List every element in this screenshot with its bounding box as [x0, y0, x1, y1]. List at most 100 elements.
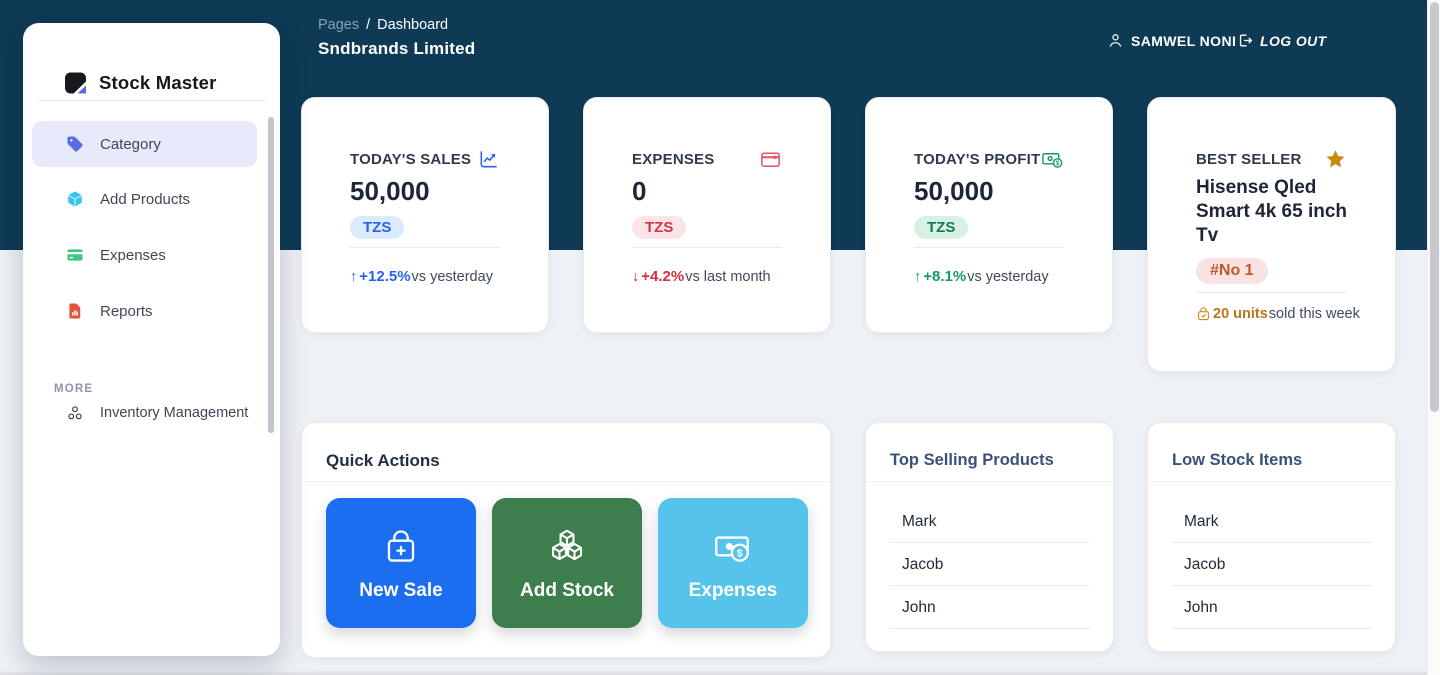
- best-seller-product: Hisense Qled Smart 4k 65 inch Tv: [1196, 177, 1348, 246]
- logout-label: LOG OUT: [1260, 32, 1327, 49]
- stat-title: TODAY'S SALES: [350, 150, 472, 168]
- divider: [632, 247, 782, 248]
- stat-card-todays-profit: TODAY'S PROFIT $ 50,000 TZS ↑ +8.1% vs yes…: [865, 97, 1113, 333]
- list-item: Jacob: [902, 556, 944, 573]
- divider: [1172, 628, 1372, 629]
- breadcrumb-section[interactable]: Pages: [318, 17, 360, 33]
- cubes-icon: [544, 525, 590, 571]
- bag-plus-icon: [378, 525, 424, 571]
- divider: [866, 481, 1113, 482]
- rank-badge: #No 1: [1196, 258, 1268, 284]
- bottom-edge: [0, 670, 1427, 675]
- change-percent: +8.1%: [923, 268, 967, 285]
- best-seller-title: BEST SELLER: [1196, 150, 1302, 168]
- svg-text:$: $: [737, 548, 743, 559]
- stat-card-expenses: EXPENSES 0 TZS ↓ +4.2% vs last month: [583, 97, 831, 333]
- page-scrollbar-thumb[interactable]: [1430, 2, 1439, 412]
- top-selling-products-card: Top Selling Products Mark Jacob John: [865, 422, 1114, 652]
- list-item: John: [1184, 599, 1218, 616]
- sidebar-divider: [37, 100, 266, 101]
- sidebar-item-category[interactable]: Category: [32, 121, 257, 167]
- list-item: Mark: [1184, 513, 1219, 530]
- sidebar-item-expenses[interactable]: Expenses: [32, 232, 257, 278]
- breadcrumb-page[interactable]: Dashboard: [377, 17, 449, 33]
- credit-card-icon: [66, 246, 84, 264]
- change-compare: vs yesterday: [967, 269, 1049, 285]
- stat-value: 50,000: [350, 176, 430, 206]
- units-note: sold this week: [1268, 306, 1360, 322]
- sidebar-item-label: Reports: [100, 302, 153, 320]
- quick-action-label: Add Stock: [520, 579, 614, 601]
- sidebar-item-label: Expenses: [100, 246, 166, 264]
- up-arrow-icon: ↑: [350, 269, 358, 285]
- app-logo-icon: [63, 70, 89, 96]
- page-scrollbar[interactable]: [1427, 0, 1440, 675]
- inventory-icon: [66, 404, 84, 422]
- breadcrumb: Pages / Dashboard: [318, 17, 448, 33]
- divider: [1196, 292, 1347, 293]
- units-count: 20 units: [1213, 306, 1268, 322]
- low-stock-title: Low Stock Items: [1172, 451, 1303, 469]
- down-arrow-icon: ↓: [632, 269, 640, 285]
- app-logo: Stock Master: [63, 70, 217, 96]
- sidebar-item-inventory-management[interactable]: Inventory Management: [32, 390, 257, 436]
- up-arrow-icon: ↑: [914, 269, 922, 285]
- stat-value: 0: [632, 176, 647, 206]
- logout-icon: [1237, 32, 1254, 49]
- person-icon: [1107, 32, 1124, 49]
- change-percent: +4.2%: [641, 268, 685, 285]
- divider: [890, 628, 1090, 629]
- app-title: Stock Master: [99, 72, 217, 93]
- money-icon: $: [1041, 148, 1064, 171]
- divider: [302, 481, 830, 482]
- sidebar-section-more: MORE: [54, 383, 94, 395]
- divider: [1172, 542, 1372, 543]
- quick-action-label: Expenses: [688, 579, 778, 601]
- list-item: Mark: [902, 513, 937, 530]
- list-item: Jacob: [1184, 556, 1226, 573]
- stat-change: ↓ +4.2% vs last month: [632, 268, 771, 285]
- chart-increasing-icon: [477, 148, 500, 171]
- stat-card-todays-sales: TODAY'S SALES 50,000 TZS ↑ +12.5% vs yeste…: [301, 97, 549, 333]
- star-icon: [1324, 148, 1347, 171]
- divider: [1148, 481, 1395, 482]
- logout-button[interactable]: LOG OUT: [1237, 32, 1327, 49]
- stat-change: ↑ +12.5% vs yesterday: [350, 268, 493, 285]
- new-sale-button[interactable]: New Sale: [326, 498, 476, 628]
- add-stock-button[interactable]: Add Stock: [492, 498, 642, 628]
- banknote-icon: $: [710, 525, 756, 571]
- user-menu[interactable]: SAMWEL NONI: [1107, 32, 1236, 49]
- divider: [914, 247, 1064, 248]
- best-seller-card: BEST SELLER Hisense Qled Smart 4k 65 inc…: [1147, 97, 1396, 372]
- cube-icon: [66, 190, 84, 208]
- change-percent: +12.5%: [359, 268, 411, 285]
- currency-badge: TZS: [632, 216, 687, 239]
- quick-actions-card: Quick Actions New Sale Add Stock: [301, 422, 831, 658]
- tag-icon: [66, 135, 84, 153]
- divider: [890, 542, 1090, 543]
- divider: [1172, 585, 1372, 586]
- change-compare: vs yesterday: [411, 269, 493, 285]
- breadcrumb-separator: /: [366, 17, 371, 33]
- stat-value: 50,000: [914, 176, 994, 206]
- currency-badge: TZS: [914, 216, 969, 239]
- quick-action-label: New Sale: [359, 579, 443, 601]
- sidebar-item-add-products[interactable]: Add Products: [32, 176, 257, 222]
- best-seller-units: 20 units sold this week: [1196, 306, 1360, 322]
- page-title: Sndbrands Limited: [318, 39, 476, 58]
- sidebar-item-label: Add Products: [100, 190, 191, 208]
- sidebar-scrollbar[interactable]: [268, 117, 274, 433]
- change-compare: vs last month: [685, 269, 771, 285]
- divider: [890, 585, 1090, 586]
- stat-title: TODAY'S PROFIT: [914, 150, 1041, 168]
- divider: [350, 247, 500, 248]
- svg-text:$: $: [1056, 160, 1060, 167]
- stat-title: EXPENSES: [632, 150, 715, 168]
- list-item: John: [902, 599, 936, 616]
- expenses-button[interactable]: $ Expenses: [658, 498, 808, 628]
- sidebar-item-label: Category: [100, 135, 161, 153]
- report-icon: [66, 302, 84, 320]
- sidebar-item-reports[interactable]: Reports: [32, 288, 257, 334]
- currency-badge: TZS: [350, 216, 405, 239]
- credit-card-icon: [759, 148, 782, 171]
